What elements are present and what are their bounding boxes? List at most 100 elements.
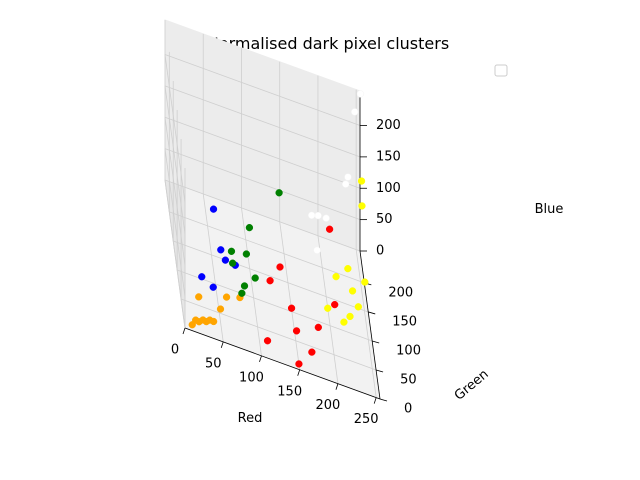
- data-point: [332, 272, 340, 281]
- data-point: [357, 177, 366, 185]
- y-tick-mark: [375, 369, 384, 373]
- axis-lines: [182, 91, 388, 404]
- chart-title: Normalised dark pixel clusters: [207, 34, 449, 53]
- data-point: [275, 189, 283, 197]
- data-point: [238, 289, 246, 297]
- x-tick-mark: [182, 327, 186, 335]
- x-tick-mark: [373, 397, 377, 404]
- z-tick-label: 100: [376, 181, 401, 196]
- data-point: [228, 259, 237, 267]
- data-point: [346, 312, 354, 321]
- data-point: [314, 323, 322, 332]
- legend-box: [494, 64, 508, 77]
- x-tick-label: 100: [239, 370, 264, 385]
- y-tick-label: 150: [392, 314, 417, 329]
- data-point: [351, 108, 359, 116]
- data-point: [198, 273, 206, 281]
- data-point: [222, 293, 231, 301]
- z-tick-label: 0: [376, 244, 384, 259]
- y-tick-mark: [368, 311, 376, 315]
- x-axis-line: [184, 327, 381, 400]
- data-point: [251, 274, 259, 282]
- z-tick-label: 50: [376, 212, 393, 227]
- x-tick-mark: [297, 369, 301, 376]
- data-point: [209, 317, 218, 326]
- data-point: [331, 300, 339, 309]
- y-tick-label: 0: [404, 402, 412, 417]
- y-tick-label: 100: [396, 343, 421, 358]
- data-point: [324, 304, 332, 312]
- data-point: [354, 303, 362, 311]
- z-tick-label: 150: [376, 149, 401, 164]
- grid-line: [164, 179, 186, 329]
- y-tick-label: 200: [388, 285, 413, 300]
- grid-line: [164, 148, 361, 221]
- z-axis-label: Blue: [535, 202, 564, 217]
- x-tick-label: 0: [171, 343, 179, 358]
- data-points: [188, 90, 369, 368]
- x-tick-mark: [220, 341, 224, 349]
- z-tick-label: 200: [376, 118, 401, 133]
- x-tick-mark: [335, 383, 339, 390]
- grid-line: [241, 207, 262, 356]
- grid-line: [164, 117, 186, 266]
- data-point: [340, 318, 348, 326]
- data-point: [287, 304, 296, 312]
- grid-line: [164, 148, 186, 297]
- data-point: [245, 223, 254, 232]
- data-point: [322, 214, 330, 222]
- data-point: [188, 321, 196, 329]
- data-point: [314, 211, 322, 220]
- grid-line: [173, 240, 369, 313]
- data-point: [242, 250, 251, 258]
- grid-line: [180, 298, 377, 371]
- data-point: [221, 256, 230, 264]
- data-point: [227, 247, 236, 255]
- data-point: [348, 287, 357, 295]
- grid-line: [164, 54, 361, 126]
- tick-labels: 0 50 100 150 200 250 0 50 100 150 200 0 50 100 150 200: [171, 118, 421, 427]
- y-tick-mark: [372, 340, 380, 344]
- grid-line: [169, 211, 365, 284]
- grid-lines: [164, 20, 381, 400]
- data-point: [217, 246, 225, 254]
- grid-line: [164, 179, 361, 252]
- y-tick-label: 50: [400, 372, 417, 387]
- data-point: [199, 316, 207, 324]
- y-axis-label: Green: [452, 367, 492, 404]
- data-point: [356, 90, 365, 98]
- grid-line: [164, 85, 361, 158]
- x-tick-label: 150: [277, 384, 302, 399]
- data-point: [308, 348, 316, 356]
- grid-line: [164, 85, 186, 234]
- data-point: [344, 264, 352, 273]
- data-point: [358, 202, 366, 210]
- data-point: [313, 246, 321, 254]
- x-tick-label: 50: [205, 356, 222, 371]
- data-point: [266, 277, 274, 285]
- grid-line: [279, 221, 301, 370]
- data-point: [295, 360, 303, 368]
- x-tick-mark: [259, 355, 262, 362]
- data-point: [240, 282, 249, 290]
- x-tick-label: 250: [354, 412, 379, 427]
- y-axis-line: [359, 250, 381, 400]
- data-point: [292, 327, 301, 335]
- y-tick-mark: [379, 398, 388, 402]
- axis-panes: [164, 19, 381, 400]
- grid-line: [177, 269, 373, 342]
- grid-line: [164, 54, 186, 203]
- data-point: [344, 173, 352, 181]
- data-point: [216, 305, 225, 313]
- grid-line: [355, 249, 377, 398]
- grid-line: [164, 116, 361, 189]
- x-tick-label: 200: [316, 398, 341, 413]
- data-point: [325, 225, 334, 233]
- x-axis-label: Red: [238, 411, 263, 426]
- grid-line: [202, 193, 224, 342]
- data-point: [361, 278, 369, 286]
- data-point: [263, 337, 272, 345]
- data-point: [209, 283, 217, 291]
- data-point: [209, 205, 218, 213]
